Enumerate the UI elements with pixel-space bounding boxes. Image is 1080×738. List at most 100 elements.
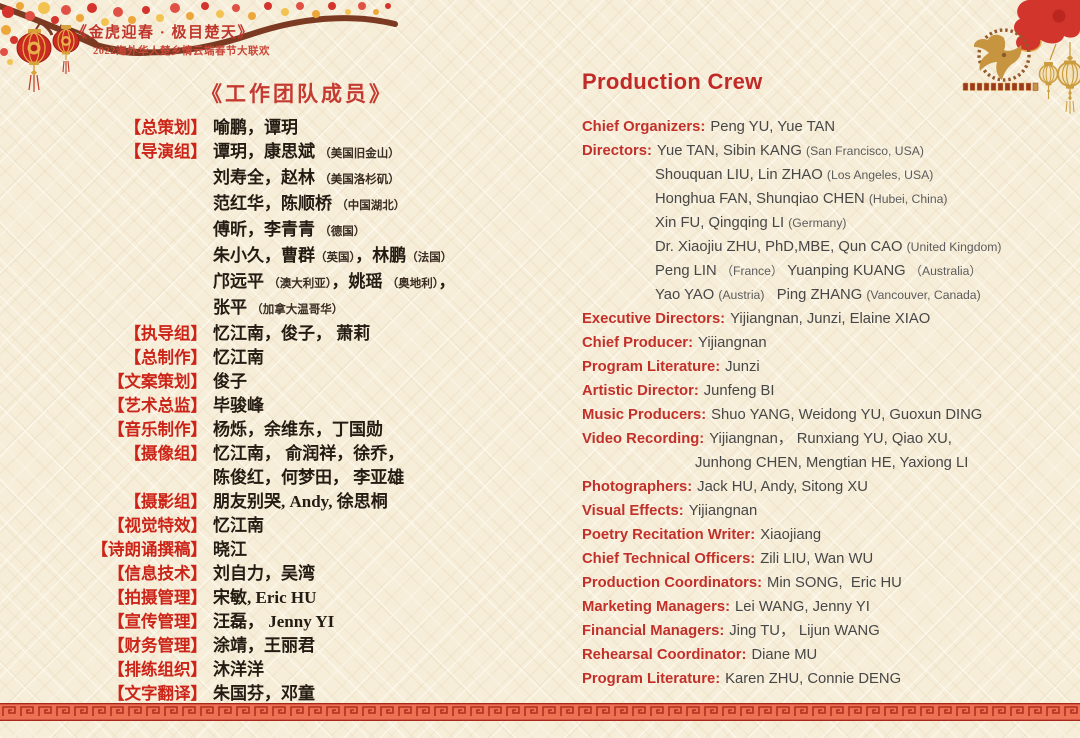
event-subtitle: 2022海外华人楚乡情云端春节大联欢 [93,46,270,57]
credit-line: Honghua FAN, Shunqiao CHEN (Hubei, China… [582,187,1074,211]
names-text: Junzi [725,359,760,375]
credit-role-label: 【总策划】 [124,118,208,137]
names-text: Zili LIU, Wan WU [760,551,874,567]
credit-row: 【拍摄管理】 宋敏, Eric HU [85,586,567,610]
names-text: 谭玥，康思斌 [213,142,320,161]
credit-line: Chief Technical Officers: Zili LIU, Wan W… [582,547,1074,571]
credit-row: 【摄影组】 朋友别哭, Andy, 徐思桐 [85,490,567,514]
bird-icon [973,34,1022,80]
names-text: Shouquan LIU, Lin ZHAO [655,167,827,183]
location-note: （英国） [315,252,356,264]
credit-row: Chief Technical Officers: Zili LIU, Wan W… [582,547,1074,571]
names-text: 俊子 [213,372,247,391]
names-text: Dr. Xiaojiu ZHU, PhD,MBE, Qun CAO [655,239,907,255]
credit-line: Chief Producer: Yijiangnan [582,331,1074,355]
credit-line: Executive Directors: Yijiangnan, Junzi, E… [582,307,1074,331]
logo-caption [962,82,1039,91]
names-text: Karen ZHU, Connie DENG [725,671,902,687]
credit-role-label: Rehearsal Coordinator: [582,647,747,663]
location-note: （德国） [319,226,366,238]
credit-row: 【总制作】 忆江南 [85,346,567,370]
credit-role-label: 【摄影组】 [124,492,208,511]
names-text: 忆江南， 俞润祥，徐乔， [213,444,405,463]
location-note: (Austria) [718,288,765,302]
plum-branch-lanterns-decoration [0,2,398,92]
credit-row: 【信息技术】 刘自力，吴湾 [85,562,567,586]
credit-names: 喻鹏，谭玥 [207,116,567,140]
credit-line: Photographers: Jack HU, Andy, Sitong XU [582,475,1074,499]
credit-row: 【艺术总监】 毕骏峰 [85,394,567,418]
names-text: 朋友别哭, Andy, 徐思桐 [213,492,388,511]
names-text: Ping ZHANG [764,287,867,303]
event-title: 《金虎迎春 · 极目楚天》 [72,25,255,41]
names-text: 宋敏, Eric HU [213,588,317,607]
credit-line: 沐洋洋 [213,658,567,682]
credit-names: 俊子 [207,370,567,394]
credit-row: Artistic Director: Junfeng BI [582,379,1074,403]
location-note: (United Kingdom) [906,240,1002,254]
credit-line: 谭玥，康思斌 （美国旧金山） [213,140,567,166]
credit-role-label: Financial Managers: [582,623,725,639]
names-text: 陈俊红，何梦田， 李亚雄 [213,468,405,487]
credit-row: Production Coordinators: Min SONG, Eric H… [582,571,1074,595]
credit-line: Shouquan LIU, Lin ZHAO (Los Angeles, USA… [582,163,1074,187]
credit-line: 张平 （加拿大温哥华） [213,296,567,322]
credit-role-label: Chief Organizers: [582,119,706,135]
credit-row: 【排练组织】 沐洋洋 [85,658,567,682]
credit-line: 忆江南 [213,346,567,370]
credit-names: 晓江 [207,538,567,562]
credit-role-label: Photographers: [582,479,693,495]
names-text: 范红华，陈顺桥 [213,194,337,213]
credit-role-label: 【艺术总监】 [108,396,207,415]
names-text: 涂靖，王丽君 [213,636,315,655]
names-text: 毕骏峰 [213,396,264,415]
credit-role-label: Artistic Director: [582,383,699,399]
credit-row: 【文字翻译】 朱国芬，邓童 [85,682,567,706]
names-text: 汪磊， Jenny YI [213,612,335,631]
names-text: 傅昕，李青青 [213,220,320,239]
names-text: Yue TAN, Sibin KANG [656,143,807,159]
credit-names: 涂靖，王丽君 [207,634,567,658]
names-text: 喻鹏，谭玥 [213,118,298,137]
credit-role-label: 【执导组】 [124,324,208,343]
names-text: Peng LIN [655,263,721,279]
names-text: 杨烁，余维东，丁国勋 [213,420,383,439]
credit-names: 忆江南， 俞润祥，徐乔， 陈俊红，何梦田， 李亚雄 [207,442,567,490]
names-text: Yuanping KUANG [783,263,910,279]
location-note: (Germany) [788,216,847,230]
names-text: 张平 [213,298,252,317]
location-note: （美国旧金山） [319,148,400,160]
credit-row: Music Producers: Shuo YANG, Weidong YU, G… [582,403,1074,427]
credit-row: 【执导组】 忆江南，俊子， 萧莉 [85,322,567,346]
names-text: 刘寿全，赵林 [213,168,320,187]
location-note: (Hubei, China) [868,192,948,206]
credit-line: Yao YAO (Austria) Ping ZHANG (Vancouver,… [582,283,1074,307]
credit-line: 陈俊红，何梦田， 李亚雄 [213,466,567,490]
credit-line: 傅昕，李青青 （德国） [213,218,567,244]
credit-role-label: Music Producers: [582,407,707,423]
names-text: Peng YU, Yue TAN [710,119,836,135]
credit-row: Directors: Yue TAN, Sibin KANG (San Franc… [582,139,1074,307]
credit-line: Dr. Xiaojiu ZHU, PhD,MBE, Qun CAO (Unite… [582,235,1074,259]
location-note: （美国洛杉矶） [319,174,400,186]
credit-role-label: 【拍摄管理】 [108,588,207,607]
english-credits: Chief Organizers: Peng YU, Yue TAN Directo… [582,115,1074,691]
credit-line: Financial Managers: Jing TU， Lijun WANG [582,619,1074,643]
credit-role-label: 【财务管理】 [108,636,207,655]
credit-row: 【财务管理】 涂靖，王丽君 [85,634,567,658]
location-note: （加拿大温哥华） [251,304,344,316]
credit-line: 晓江 [213,538,567,562]
location-note: (Vancouver, Canada) [866,288,981,302]
credit-row: 【视觉特效】 忆江南 [85,514,567,538]
names-text: Jing TU， Lijun WANG [729,623,880,639]
credit-line: 范红华，陈顺桥 （中国湖北） [213,192,567,218]
names-text: Yijiangnan [688,503,758,519]
credit-role-label: Program Literature: [582,359,721,375]
location-note: （Australia） [909,264,982,278]
credit-role-label: Poetry Recitation Writer: [582,527,756,543]
credit-role-label: 【信息技术】 [108,564,207,583]
credit-role-label: 【文字翻译】 [108,684,207,703]
names-text: Junfeng BI [703,383,775,399]
red-lantern-small [52,25,80,74]
credit-line: 宋敏, Eric HU [213,586,567,610]
